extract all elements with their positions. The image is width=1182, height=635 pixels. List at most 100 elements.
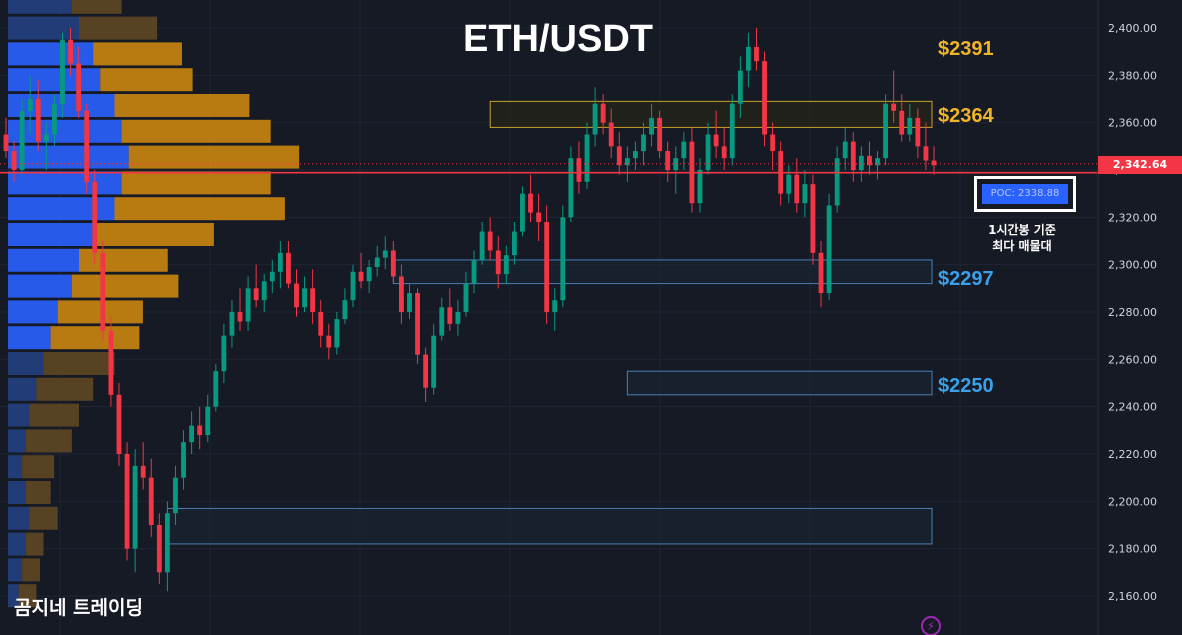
candle-body bbox=[923, 146, 929, 161]
candle-body bbox=[850, 141, 856, 170]
candle-body bbox=[536, 212, 542, 223]
candle-body bbox=[487, 231, 493, 251]
candle-body bbox=[544, 222, 550, 312]
candle-body bbox=[334, 319, 340, 348]
lightning-icon[interactable]: ⚡ bbox=[921, 616, 941, 635]
volume-bar-buy bbox=[8, 248, 79, 272]
y-tick-label: 2,160.00 bbox=[1108, 590, 1157, 603]
volume-bar-sell bbox=[79, 248, 168, 272]
candle-body bbox=[641, 134, 646, 152]
poc-box: POC: 2338.88 bbox=[974, 176, 1076, 212]
volume-bar-sell bbox=[18, 584, 37, 608]
chart-title: ETH/USDT bbox=[463, 18, 653, 60]
volume-bar-buy bbox=[8, 558, 23, 582]
candle-body bbox=[269, 271, 275, 282]
candle-body bbox=[181, 442, 186, 478]
candle-body bbox=[713, 134, 719, 147]
candle-body bbox=[834, 158, 840, 206]
candle-body bbox=[681, 141, 687, 159]
candle-body bbox=[366, 267, 372, 282]
candle-body bbox=[398, 276, 404, 312]
volume-bar-sell bbox=[22, 455, 55, 479]
price-axis-bg bbox=[1098, 0, 1182, 635]
poc-note-line-1: 1시간봉 기준 bbox=[988, 223, 1056, 237]
candle-body bbox=[221, 335, 227, 372]
candle-body bbox=[116, 394, 122, 454]
volume-bar-sell bbox=[93, 223, 214, 246]
volume-bar-sell bbox=[57, 300, 143, 324]
volume-bar-buy bbox=[8, 481, 26, 504]
volume-bar-buy bbox=[8, 68, 101, 92]
candle-body bbox=[762, 61, 767, 135]
candle-body bbox=[156, 525, 162, 573]
y-tick-label: 2,180.00 bbox=[1108, 543, 1157, 556]
candle-body bbox=[253, 288, 259, 301]
volume-bar-sell bbox=[121, 171, 271, 195]
y-tick-label: 2,240.00 bbox=[1108, 401, 1157, 414]
candle-body bbox=[92, 181, 98, 253]
y-tick-label: 2,380.00 bbox=[1108, 69, 1157, 82]
volume-bar-buy bbox=[8, 429, 26, 453]
candle-body bbox=[68, 39, 73, 64]
volume-bar-buy bbox=[8, 352, 44, 375]
candle-body bbox=[463, 283, 469, 312]
candle-body bbox=[27, 99, 33, 111]
volume-bar-buy bbox=[8, 274, 72, 298]
candle-body bbox=[43, 134, 49, 142]
candle-body bbox=[164, 513, 170, 573]
zone-box bbox=[166, 507, 933, 545]
candle-body bbox=[148, 477, 154, 525]
zone-label-2297: $2297 bbox=[938, 268, 994, 290]
candle-body bbox=[624, 158, 630, 166]
volume-bar-sell bbox=[43, 352, 115, 375]
volume-bar-sell bbox=[29, 403, 79, 427]
y-tick-label: 2,200.00 bbox=[1108, 495, 1157, 508]
volume-bar-buy bbox=[8, 223, 94, 246]
volume-bar-sell bbox=[114, 94, 250, 117]
volume-bar-buy bbox=[8, 403, 30, 427]
candle-body bbox=[899, 110, 905, 135]
candle-body bbox=[350, 271, 356, 301]
candle-body bbox=[407, 293, 412, 312]
candle-body bbox=[173, 477, 178, 514]
candle-body bbox=[310, 288, 316, 312]
candle-body bbox=[51, 103, 57, 135]
candle-body bbox=[415, 293, 420, 355]
candle-body bbox=[875, 158, 880, 166]
volume-bar-buy bbox=[8, 455, 23, 479]
candle-body bbox=[883, 103, 889, 159]
volume-bar-sell bbox=[36, 377, 94, 401]
candle-body bbox=[423, 354, 429, 388]
candle-body bbox=[84, 110, 90, 182]
candle-body bbox=[794, 174, 800, 204]
candle-body bbox=[374, 257, 380, 268]
candle-body bbox=[754, 46, 759, 62]
candle-body bbox=[520, 193, 525, 232]
candle-body bbox=[786, 174, 792, 194]
volume-bar-sell bbox=[25, 481, 51, 504]
volume-bar-sell bbox=[100, 68, 193, 92]
candle-body bbox=[358, 271, 364, 282]
candle-body bbox=[3, 134, 9, 152]
candle-body bbox=[697, 170, 703, 204]
candle-body bbox=[568, 158, 574, 218]
zone-box bbox=[626, 370, 933, 396]
candle-body bbox=[592, 103, 598, 135]
poc-note-line-2: 최다 매물대 bbox=[992, 239, 1052, 253]
volume-bar-buy bbox=[8, 300, 58, 324]
candle-body bbox=[737, 70, 743, 104]
candle-body bbox=[382, 250, 388, 258]
y-tick-label: 2,280.00 bbox=[1108, 306, 1157, 319]
volume-bar-sell bbox=[25, 532, 44, 556]
candle-body bbox=[11, 151, 17, 170]
candle-body bbox=[649, 117, 654, 135]
candle-body bbox=[931, 160, 937, 166]
volume-bar-sell bbox=[29, 506, 58, 530]
y-tick-label: 2,360.00 bbox=[1108, 117, 1157, 130]
volume-bar-buy bbox=[8, 119, 122, 143]
volume-bar-sell bbox=[121, 119, 271, 143]
candle-body bbox=[294, 283, 299, 308]
candle-body bbox=[915, 117, 921, 147]
candle-body bbox=[576, 158, 582, 182]
